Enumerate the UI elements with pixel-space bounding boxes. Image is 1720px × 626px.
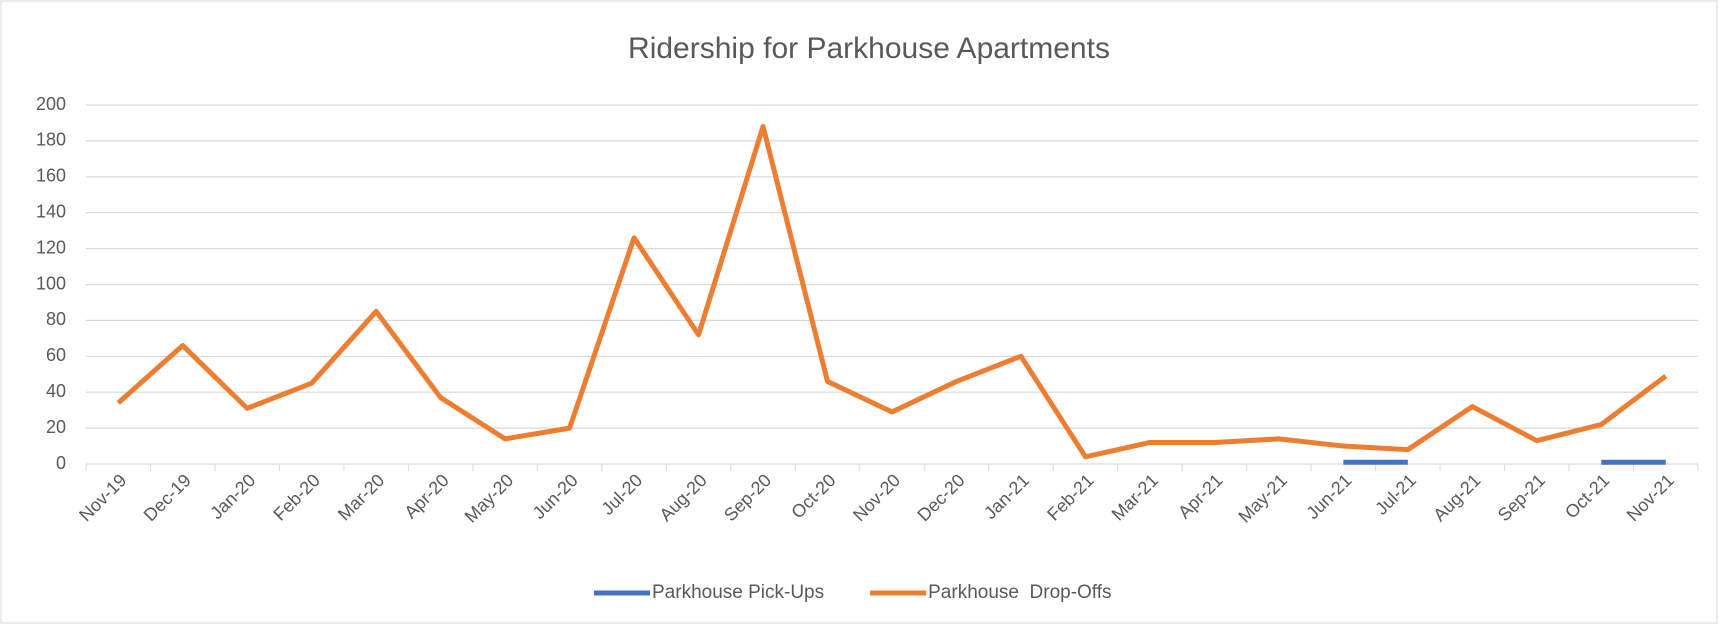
y-tick-label: 140 [36,201,66,221]
y-tick-label: 160 [36,166,66,186]
y-tick-label: 40 [46,381,66,401]
legend-label: Parkhouse Drop-Offs [928,582,1111,603]
y-tick-label: 120 [36,237,66,257]
y-tick-label: 60 [46,345,66,365]
y-tick-label: 200 [36,94,66,114]
series-line [116,124,1668,460]
y-tick-label: 20 [46,417,66,437]
legend-label: Parkhouse Pick-Ups [652,582,824,603]
y-tick-label: 80 [46,309,66,329]
chart-title: Ridership for Parkhouse Apartments [628,32,1110,65]
y-tick-label: 180 [36,130,66,150]
y-tick-label: 0 [56,453,66,473]
y-tick-label: 100 [36,273,66,293]
